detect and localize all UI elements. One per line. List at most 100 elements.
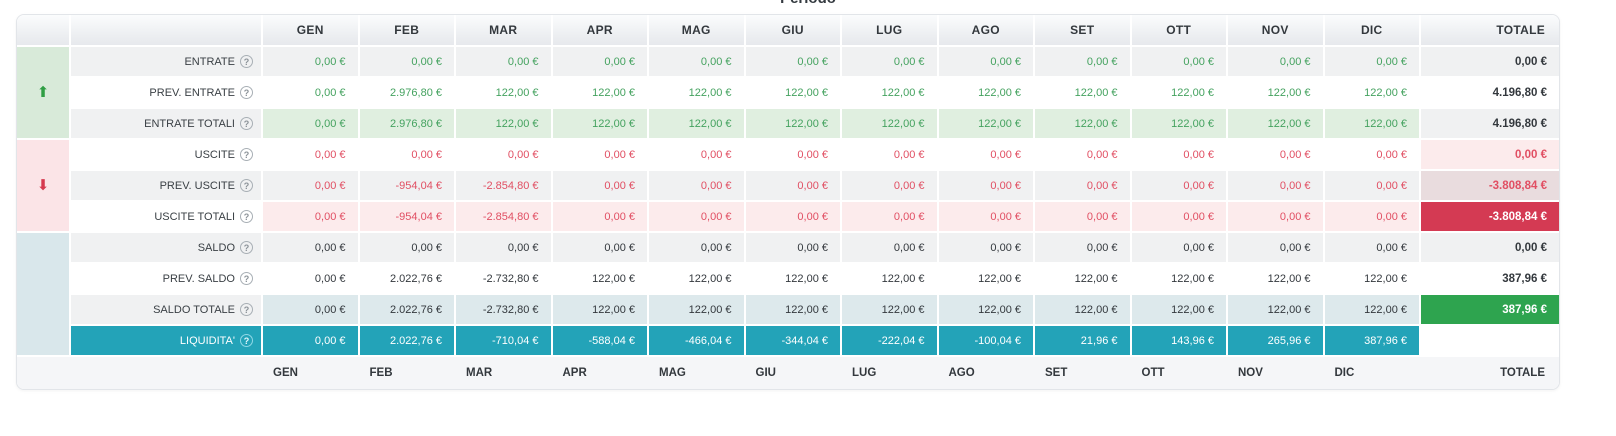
value-cell-prev-entrate-feb: 2.976,80 € (359, 78, 454, 107)
total-cell-uscite-totali: -3.808,84 € (1421, 202, 1559, 231)
value-cell-liquidita-mar: -710,04 € (456, 326, 551, 355)
value-cell-entrate-totali-lug: 122,00 € (842, 109, 937, 138)
value-cell-uscite-totali-mar: -2.854,80 € (456, 202, 551, 231)
value-cell-uscite-totali-giu: 0,00 € (745, 202, 840, 231)
row-label-uscite: USCITE? (71, 140, 261, 169)
column-header-ago: AGO (938, 15, 1033, 45)
value-cell-liquidita-ott: 143,96 € (1131, 326, 1226, 355)
value-cell-entrate-totali-feb: 2.976,80 € (359, 109, 454, 138)
value-cell-liquidita-apr: -588,04 € (552, 326, 647, 355)
value-cell-prev-saldo-lug: 122,00 € (842, 264, 937, 293)
footer-label-mag: MAG (659, 367, 686, 379)
value-cell-saldo-totale-gen: 0,00 € (263, 295, 358, 324)
value-cell-saldo-lug: 0,00 € (842, 233, 937, 262)
value-cell-prev-uscite-dic: 0,00 € (1324, 171, 1419, 200)
value-cell-entrate-set: 0,00 € (1035, 47, 1130, 76)
value-cell-prev-uscite-giu: 0,00 € (745, 171, 840, 200)
total-cell-uscite: 0,00 € (1421, 140, 1559, 169)
total-cell-entrate: 0,00 € (1421, 47, 1559, 76)
total-cell-prev-uscite: -3.808,84 € (1421, 171, 1559, 200)
arrow-down-icon: ⬇ (36, 177, 50, 194)
value-cell-saldo-totale-ott: 122,00 € (1131, 295, 1226, 324)
total-cell-prev-saldo: 387,96 € (1421, 264, 1559, 293)
value-cell-saldo-totale-nov: 122,00 € (1228, 295, 1323, 324)
total-cell-entrate-totali: 4.196,80 € (1421, 109, 1559, 138)
value-cell-uscite-feb: 0,00 € (359, 140, 454, 169)
footer-label-gen: GEN (273, 367, 298, 379)
column-header-mar: MAR (456, 15, 551, 45)
help-icon[interactable]: ? (240, 210, 253, 223)
column-header-set: SET (1035, 15, 1130, 45)
help-icon[interactable]: ? (240, 117, 253, 130)
value-cell-saldo-ott: 0,00 € (1131, 233, 1226, 262)
value-cell-saldo-feb: 0,00 € (359, 233, 454, 262)
help-icon[interactable]: ? (240, 272, 253, 285)
value-cell-liquidita-mag: -466,04 € (649, 326, 744, 355)
value-cell-prev-uscite-gen: 0,00 € (263, 171, 358, 200)
column-header-giu: GIU (745, 15, 840, 45)
value-cell-liquidita-feb: 2.022,76 € (359, 326, 454, 355)
value-cell-entrate-totali-mar: 122,00 € (456, 109, 551, 138)
value-cell-prev-uscite-apr: 0,00 € (552, 171, 647, 200)
header-label-spacer (71, 15, 261, 45)
value-cell-prev-entrate-dic: 122,00 € (1324, 78, 1419, 107)
row-label-text: PREV. USCITE (159, 179, 235, 192)
row-label-prev-saldo: PREV. SALDO? (71, 264, 261, 293)
row-label-uscite-totali: USCITE TOTALI? (71, 202, 261, 231)
value-cell-entrate-totali-gen: 0,00 € (263, 109, 358, 138)
value-cell-entrate-ago: 0,00 € (938, 47, 1033, 76)
value-cell-prev-saldo-ago: 122,00 € (938, 264, 1033, 293)
value-cell-uscite-mar: 0,00 € (456, 140, 551, 169)
row-label-text: USCITE (194, 148, 235, 161)
help-icon[interactable]: ? (240, 86, 253, 99)
footer-row: GEN FEB MAR APR MAG GIU LUG AGO SET OTT NOV DIC TOTA… (17, 357, 1559, 389)
value-cell-saldo-totale-giu: 122,00 € (745, 295, 840, 324)
column-header-gen: GEN (263, 15, 358, 45)
value-cell-uscite-totali-feb: -954,04 € (359, 202, 454, 231)
help-icon[interactable]: ? (240, 303, 253, 316)
footer-label-mar: MAR (466, 367, 493, 379)
value-cell-uscite-gen: 0,00 € (263, 140, 358, 169)
row-label-text: SALDO TOTALE (153, 303, 235, 316)
value-cell-prev-saldo-giu: 122,00 € (745, 264, 840, 293)
value-cell-saldo-totale-mag: 122,00 € (649, 295, 744, 324)
help-icon[interactable]: ? (240, 55, 253, 68)
value-cell-prev-entrate-set: 122,00 € (1035, 78, 1130, 107)
value-cell-entrate-giu: 0,00 € (745, 47, 840, 76)
help-icon[interactable]: ? (240, 179, 253, 192)
value-cell-entrate-mar: 0,00 € (456, 47, 551, 76)
value-cell-prev-uscite-set: 0,00 € (1035, 171, 1130, 200)
value-cell-prev-entrate-nov: 122,00 € (1228, 78, 1323, 107)
value-cell-uscite-lug: 0,00 € (842, 140, 937, 169)
value-cell-uscite-nov: 0,00 € (1228, 140, 1323, 169)
column-header-apr: APR (552, 15, 647, 45)
value-cell-uscite-totali-lug: 0,00 € (842, 202, 937, 231)
help-icon[interactable]: ? (240, 334, 253, 347)
group-cell-entrate: ⬆ (17, 47, 69, 138)
value-cell-prev-saldo-mar: -2.732,80 € (456, 264, 551, 293)
arrow-up-icon: ⬆ (36, 84, 50, 101)
value-cell-prev-entrate-ago: 122,00 € (938, 78, 1033, 107)
value-cell-saldo-mar: 0,00 € (456, 233, 551, 262)
column-header-feb: FEB (359, 15, 454, 45)
row-label-text: SALDO (197, 241, 235, 254)
value-cell-uscite-totali-set: 0,00 € (1035, 202, 1130, 231)
value-cell-entrate-totali-apr: 122,00 € (552, 109, 647, 138)
help-icon[interactable]: ? (240, 241, 253, 254)
help-icon[interactable]: ? (240, 148, 253, 161)
value-cell-entrate-totali-giu: 122,00 € (745, 109, 840, 138)
value-cell-prev-saldo-nov: 122,00 € (1228, 264, 1323, 293)
value-cell-prev-saldo-set: 122,00 € (1035, 264, 1130, 293)
row-label-text: ENTRATE TOTALI (144, 117, 235, 130)
value-cell-saldo-dic: 0,00 € (1324, 233, 1419, 262)
total-cell-saldo-totale: 387,96 € (1421, 295, 1559, 324)
header-group-spacer (17, 15, 69, 45)
value-cell-uscite-ott: 0,00 € (1131, 140, 1226, 169)
row-label-prev-entrate: PREV. ENTRATE? (71, 78, 261, 107)
value-cell-prev-uscite-ago: 0,00 € (938, 171, 1033, 200)
value-cell-liquidita-giu: -344,04 € (745, 326, 840, 355)
value-cell-saldo-totale-apr: 122,00 € (552, 295, 647, 324)
value-cell-prev-entrate-mag: 122,00 € (649, 78, 744, 107)
value-cell-prev-uscite-mar: -2.854,80 € (456, 171, 551, 200)
value-cell-prev-saldo-ott: 122,00 € (1131, 264, 1226, 293)
